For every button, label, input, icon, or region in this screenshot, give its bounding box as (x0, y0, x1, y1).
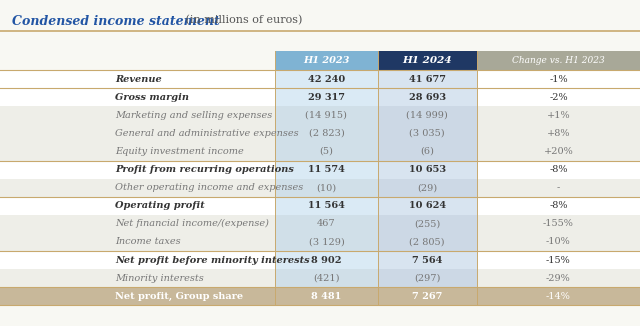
Text: Revenue: Revenue (115, 75, 162, 84)
Text: (2 823): (2 823) (308, 129, 344, 138)
Bar (275, 142, 378, 160)
Bar (275, 106, 378, 124)
Bar (275, 51, 378, 70)
Bar (378, 287, 477, 305)
Bar (0, 179, 640, 197)
Bar (0, 142, 640, 160)
Text: (6): (6) (420, 147, 434, 156)
Text: (5): (5) (319, 147, 333, 156)
Text: Operating profit: Operating profit (115, 201, 205, 210)
Bar (0, 106, 640, 124)
Bar (0, 70, 640, 88)
Text: 42 240: 42 240 (308, 75, 345, 84)
Bar (275, 124, 378, 142)
Text: 41 677: 41 677 (409, 75, 445, 84)
Bar (0, 215, 640, 233)
Bar (275, 251, 378, 269)
Bar (275, 179, 378, 197)
Bar (275, 269, 378, 287)
Text: Net financial income/(expense): Net financial income/(expense) (115, 219, 269, 229)
Text: -8%: -8% (549, 165, 568, 174)
Bar (378, 215, 477, 233)
Text: 467: 467 (317, 219, 336, 229)
Text: Gross margin: Gross margin (115, 93, 189, 102)
Bar (378, 160, 477, 179)
Text: (29): (29) (417, 183, 437, 192)
Text: -14%: -14% (546, 292, 571, 301)
Text: (297): (297) (414, 274, 440, 283)
Text: Condensed income statement: Condensed income statement (12, 15, 220, 28)
Text: Change vs. H1 2023: Change vs. H1 2023 (512, 56, 605, 65)
Text: 10 653: 10 653 (408, 165, 446, 174)
Bar (378, 251, 477, 269)
Text: (14 915): (14 915) (305, 111, 348, 120)
Bar (378, 106, 477, 124)
Text: (in millions of euros): (in millions of euros) (182, 15, 303, 25)
Text: 7 267: 7 267 (412, 292, 442, 301)
Text: +1%: +1% (547, 111, 570, 120)
Bar (275, 215, 378, 233)
Text: 8 481: 8 481 (311, 292, 342, 301)
Bar (275, 70, 378, 88)
Text: -8%: -8% (549, 201, 568, 210)
Text: -: - (557, 183, 560, 192)
Text: Marketing and selling expenses: Marketing and selling expenses (115, 111, 273, 120)
Text: 28 693: 28 693 (408, 93, 446, 102)
Bar (0, 197, 640, 215)
Text: 10 624: 10 624 (408, 201, 446, 210)
Text: (255): (255) (414, 219, 440, 229)
Text: 7 564: 7 564 (412, 256, 442, 265)
Bar (275, 88, 378, 106)
Bar (378, 269, 477, 287)
Text: -2%: -2% (549, 93, 568, 102)
Bar (378, 179, 477, 197)
Bar (378, 51, 477, 70)
Text: -1%: -1% (549, 75, 568, 84)
Bar (0, 251, 640, 269)
Text: (3 129): (3 129) (308, 237, 344, 246)
Text: (421): (421) (313, 274, 340, 283)
Text: Income taxes: Income taxes (115, 237, 181, 246)
Text: (14 999): (14 999) (406, 111, 448, 120)
Text: 29 317: 29 317 (308, 93, 345, 102)
Text: H1 2023: H1 2023 (303, 56, 349, 65)
Bar (275, 197, 378, 215)
Bar (378, 233, 477, 251)
Text: Equity investment income: Equity investment income (115, 147, 244, 156)
Text: -10%: -10% (546, 237, 571, 246)
Text: (2 805): (2 805) (410, 237, 445, 246)
Bar (0, 287, 640, 305)
Text: -155%: -155% (543, 219, 574, 229)
Text: (3 035): (3 035) (410, 129, 445, 138)
Bar (275, 233, 378, 251)
Text: 11 574: 11 574 (308, 165, 345, 174)
Text: -29%: -29% (546, 274, 571, 283)
Text: H1 2024: H1 2024 (403, 56, 452, 65)
Text: Net profit, Group share: Net profit, Group share (115, 292, 243, 301)
Bar (0, 88, 640, 106)
Text: Net profit before minority interests: Net profit before minority interests (115, 256, 310, 265)
Text: 11 564: 11 564 (308, 201, 345, 210)
Bar (378, 70, 477, 88)
Bar (378, 142, 477, 160)
Bar (0, 233, 640, 251)
Bar (378, 197, 477, 215)
Bar (378, 88, 477, 106)
Text: (10): (10) (316, 183, 337, 192)
Bar (0, 124, 640, 142)
Bar (275, 160, 378, 179)
Text: General and administrative expenses: General and administrative expenses (115, 129, 299, 138)
Text: +20%: +20% (543, 147, 573, 156)
Text: -15%: -15% (546, 256, 571, 265)
Text: Minority interests: Minority interests (115, 274, 204, 283)
Bar (477, 51, 640, 70)
Bar (0, 269, 640, 287)
Text: +8%: +8% (547, 129, 570, 138)
Bar (0, 160, 640, 179)
Bar (378, 124, 477, 142)
Text: Profit from recurring operations: Profit from recurring operations (115, 165, 294, 174)
Bar (275, 287, 378, 305)
Text: 8 902: 8 902 (311, 256, 342, 265)
Text: Other operating income and expenses: Other operating income and expenses (115, 183, 303, 192)
